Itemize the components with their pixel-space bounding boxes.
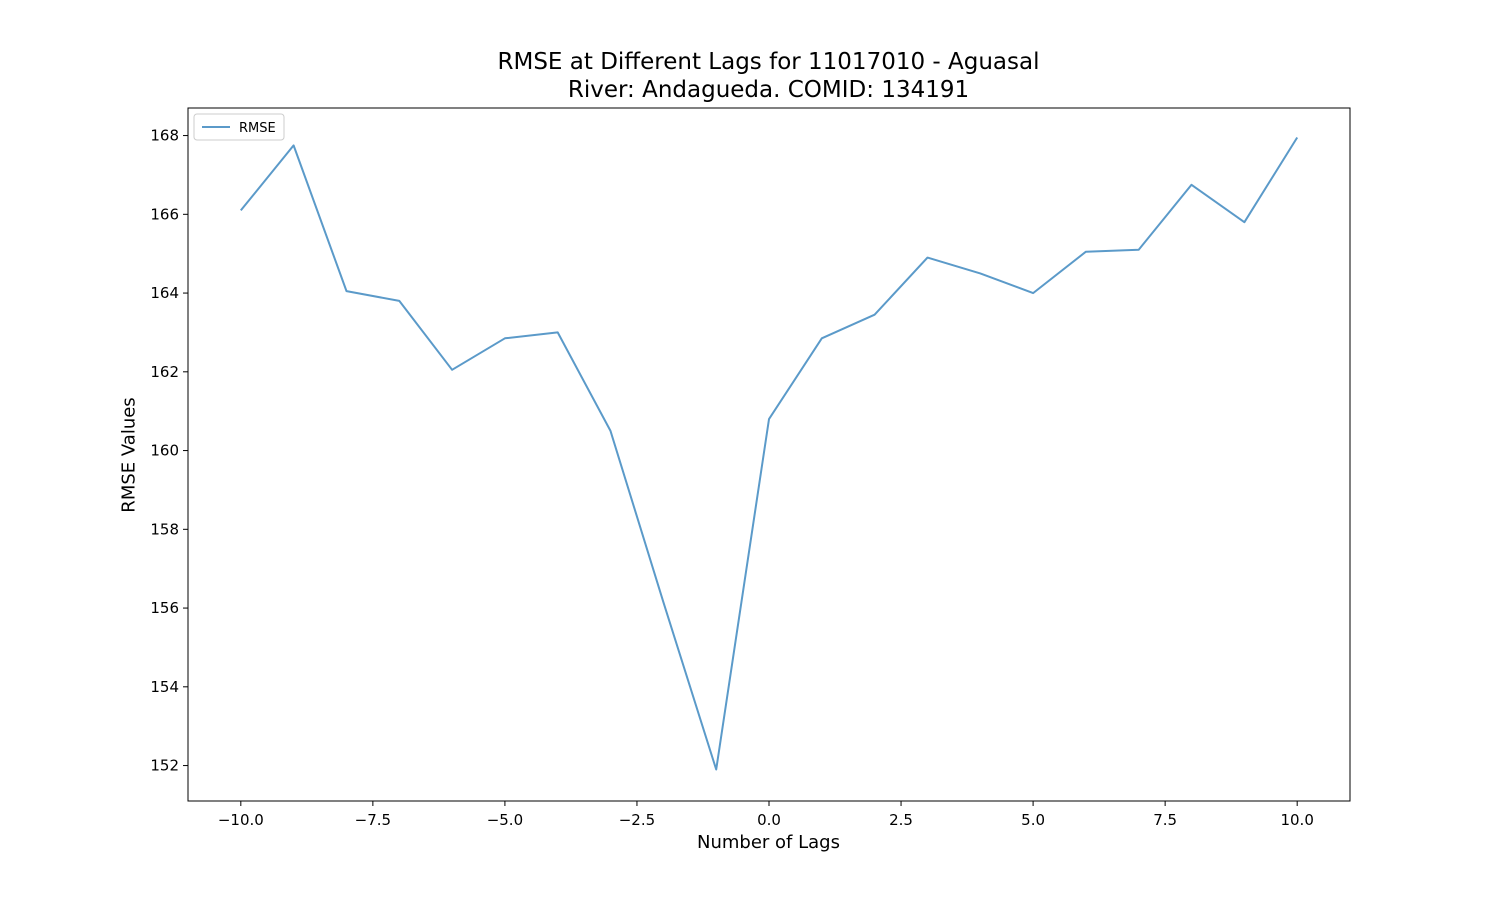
x-tick-label: −7.5 <box>355 811 391 829</box>
chart-title: RMSE at Different Lags for 11017010 - Ag… <box>497 49 1040 75</box>
y-tick-label: 154 <box>150 678 179 696</box>
chart-subtitle: River: Andagueda. COMID: 134191 <box>567 77 970 103</box>
y-tick-label: 164 <box>150 284 179 302</box>
y-tick-label: 156 <box>150 599 179 617</box>
y-axis-label: RMSE Values <box>118 397 140 513</box>
y-axis: 152 154 156 158 160 162 164 166 168 <box>150 127 188 775</box>
x-tick-label: 10.0 <box>1280 811 1313 829</box>
x-tick-label: −5.0 <box>487 811 523 829</box>
x-tick-label: 7.5 <box>1153 811 1177 829</box>
x-tick-label: −2.5 <box>619 811 655 829</box>
y-tick-label: 160 <box>150 442 179 460</box>
x-axis-label: Number of Lags <box>697 832 840 853</box>
legend-label: RMSE <box>239 121 276 136</box>
legend: RMSE <box>193 113 285 141</box>
series-line-rmse <box>240 136 1299 771</box>
y-tick-label: 166 <box>150 205 179 223</box>
x-tick-label: 0.0 <box>757 811 781 829</box>
y-tick-label: 168 <box>150 127 179 145</box>
y-tick-label: 162 <box>150 363 179 381</box>
series-layer <box>240 136 1299 771</box>
x-tick-label: 5.0 <box>1021 811 1045 829</box>
x-tick-label: −10.0 <box>218 811 264 829</box>
plot-area <box>187 107 1351 802</box>
y-tick-label: 152 <box>150 757 179 775</box>
x-axis: −10.0 −7.5 −5.0 −2.5 0.0 2.5 5.0 7.5 10.0 <box>218 801 1314 829</box>
y-tick-label: 158 <box>150 520 179 538</box>
legend-box <box>193 113 285 141</box>
x-tick-label: 2.5 <box>889 811 913 829</box>
